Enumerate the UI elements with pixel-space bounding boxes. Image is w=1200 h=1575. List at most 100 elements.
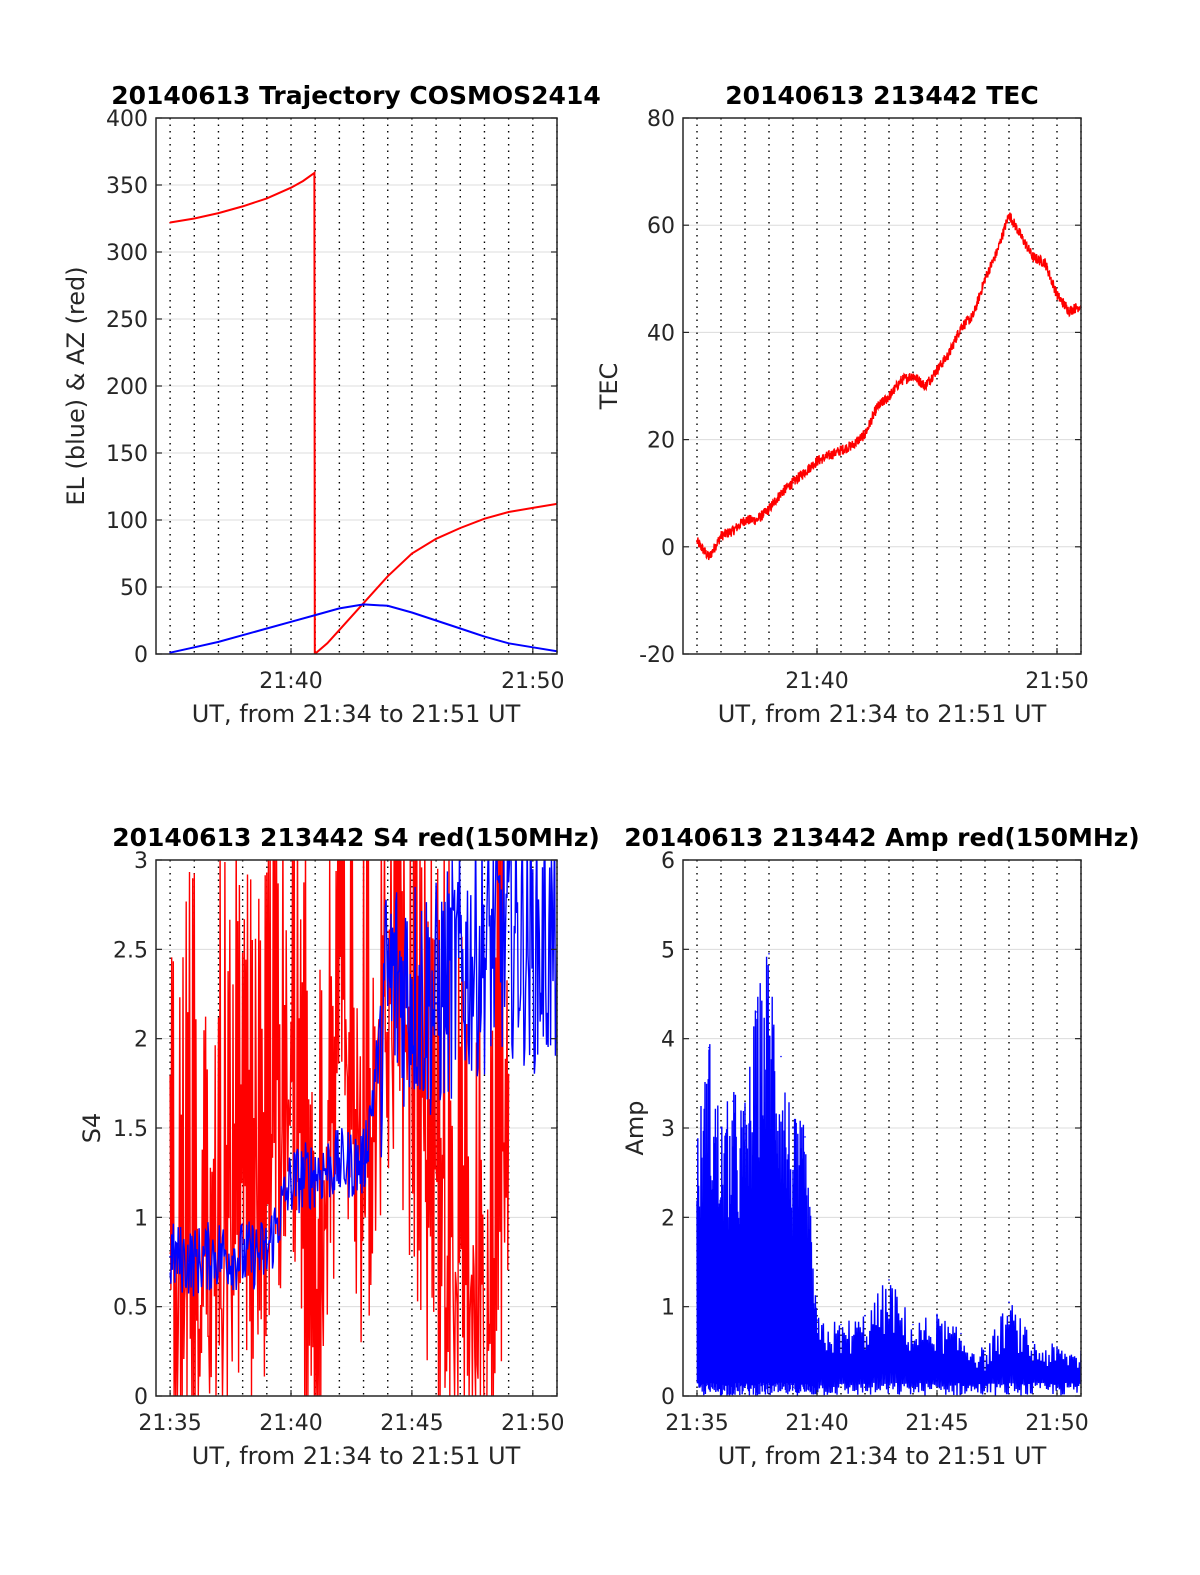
y-tick-label: 60 <box>647 214 675 239</box>
data-point <box>732 1100 734 1102</box>
y-tick-label: 2 <box>661 1206 675 1231</box>
panel-trajectory: 0 50 100 150 200 250 300 350 400 21:40 21:50 20140… <box>62 81 601 728</box>
chart-title: 20140613 213442 S4 red(150MHz) <box>112 823 600 852</box>
data-point <box>744 1109 746 1111</box>
y-tick-label: 400 <box>106 107 148 132</box>
data-point <box>756 519 758 521</box>
y-tick-label: 50 <box>120 576 148 601</box>
data-point <box>362 1127 365 1129</box>
y-axis-label: EL (blue) & AZ (red) <box>62 266 90 505</box>
axes-box <box>682 117 1082 655</box>
data-point <box>483 948 486 951</box>
data-point <box>169 1255 171 1258</box>
data-point <box>924 385 926 387</box>
data-point <box>840 1323 842 1326</box>
data-point <box>217 1216 220 1219</box>
data-point <box>314 614 317 616</box>
chart-title: 20140613 213442 Amp red(150MHz) <box>624 823 1140 852</box>
y-tick-label: 40 <box>647 321 675 346</box>
y-axis-label: TEC <box>595 363 623 411</box>
data-point <box>314 1171 317 1174</box>
data-point <box>290 1180 292 1183</box>
data-point <box>864 433 866 436</box>
data-point <box>386 575 389 578</box>
data-point <box>780 492 782 495</box>
y-tick-label: 4 <box>661 1028 675 1053</box>
data-point <box>1044 261 1046 264</box>
data-point <box>386 605 389 607</box>
series-line-red <box>169 170 557 654</box>
data-point <box>507 930 510 933</box>
data-point <box>193 217 196 220</box>
data-point <box>241 1180 244 1183</box>
data-point <box>792 481 794 484</box>
data-point <box>840 449 842 452</box>
data-point <box>338 607 341 610</box>
series-line-blue <box>169 860 557 1297</box>
x-tick-label: 21:35 <box>665 1411 728 1436</box>
data-point <box>266 197 268 200</box>
data-point <box>984 278 986 280</box>
x-axis-label: UT, from 21:34 to 21:51 UT <box>718 1442 1047 1470</box>
data-point <box>338 629 341 631</box>
y-tick-label: 6 <box>661 849 675 874</box>
x-tick-label: 21:50 <box>1025 1411 1088 1436</box>
ticks-layer: 0 0.5 1 1.5 2 2.5 3 21:35 21:40 21:45 21:50 <box>113 849 565 1436</box>
panel-amp: 0 1 2 3 4 5 6 21:35 21:40 21:45 21:50 20140613 213… <box>621 823 1140 1470</box>
data-point <box>804 1136 806 1138</box>
data-point <box>483 635 486 638</box>
data-point <box>459 527 462 529</box>
data-point <box>972 315 974 318</box>
data-point <box>888 1279 890 1281</box>
series-layer <box>696 212 1081 561</box>
data-point <box>720 1127 722 1129</box>
data-point <box>483 1288 486 1290</box>
data-point <box>459 966 462 968</box>
x-axis-label: UT, from 21:34 to 21:51 UT <box>192 1442 521 1470</box>
y-tick-label: 1 <box>134 1206 148 1231</box>
data-point <box>744 519 746 521</box>
y-tick-label: 250 <box>106 308 148 333</box>
y-tick-label: 20 <box>647 429 675 454</box>
x-tick-label: 21:50 <box>501 1411 564 1436</box>
y-tick-label: 0 <box>661 536 675 561</box>
data-point <box>459 627 462 630</box>
data-point <box>266 627 268 630</box>
y-tick-label: 0 <box>661 1385 675 1410</box>
data-point <box>1056 294 1058 296</box>
data-point <box>912 374 914 377</box>
data-point <box>984 1350 986 1353</box>
ticks-layer: 0 50 100 150 200 250 300 350 400 21:40 21:50 <box>106 107 565 694</box>
data-point <box>435 1145 437 1147</box>
y-tick-label: 2 <box>134 1028 148 1053</box>
y-tick-label: 100 <box>106 509 148 534</box>
data-point <box>338 1162 341 1165</box>
series-line-blue <box>696 956 1081 1396</box>
data-point <box>290 186 292 189</box>
y-tick-label: 0.5 <box>113 1296 148 1321</box>
data-point <box>936 369 938 371</box>
data-point <box>314 1305 317 1308</box>
data-point <box>266 1127 268 1129</box>
data-point <box>804 471 806 473</box>
y-tick-label: 0 <box>134 643 148 668</box>
data-point <box>507 511 510 513</box>
data-point <box>708 556 710 559</box>
x-tick-label: 21:45 <box>905 1411 968 1436</box>
data-point <box>193 646 196 649</box>
x-tick-label: 21:40 <box>259 669 322 694</box>
x-tick-label: 21:40 <box>259 1411 322 1436</box>
y-tick-label: 1.5 <box>113 1117 148 1142</box>
series-line-red <box>169 860 510 1396</box>
x-axis-label: UT, from 21:34 to 21:51 UT <box>718 700 1047 728</box>
data-point <box>290 1002 292 1004</box>
data-point <box>435 619 437 622</box>
data-point <box>302 180 304 182</box>
data-point <box>532 646 534 649</box>
data-point <box>217 212 220 214</box>
data-point <box>411 611 413 614</box>
data-point <box>756 1011 758 1013</box>
data-point <box>507 1073 510 1076</box>
data-point <box>459 1234 462 1236</box>
